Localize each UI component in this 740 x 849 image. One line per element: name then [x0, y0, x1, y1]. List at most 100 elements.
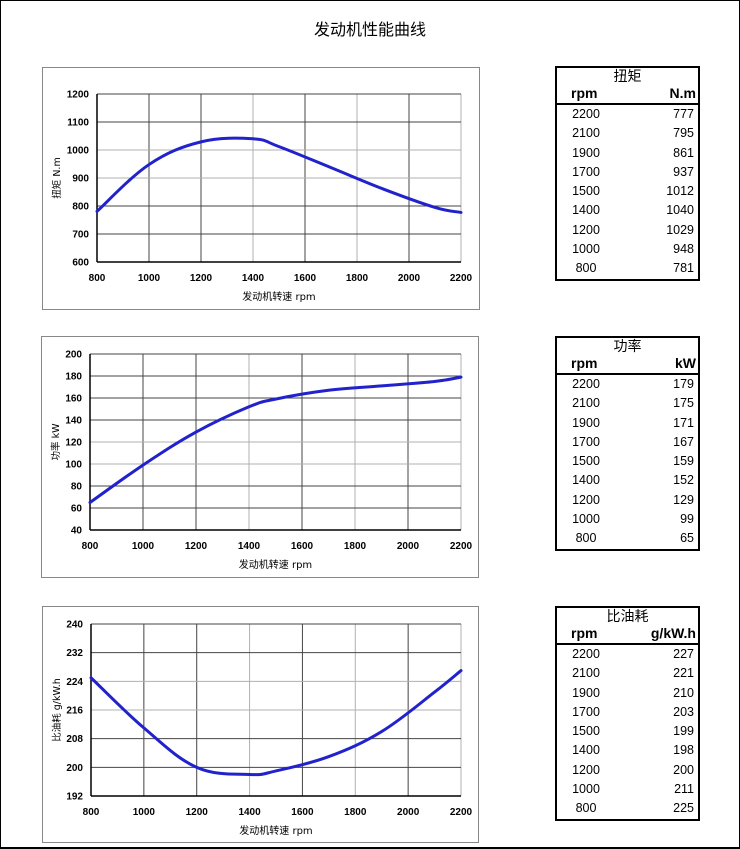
bsfc-table: 比油耗 rpm g/kW.h 2200 227 2100 221 1900 210 1700…	[555, 606, 700, 821]
y-tick-label: 232	[66, 648, 83, 659]
rpm-cell: 1200	[572, 762, 600, 777]
y-tick-label: 208	[66, 734, 83, 745]
value-cell: 777	[673, 107, 694, 121]
table-row: 1500 159	[557, 452, 698, 471]
torque-table-body: 2200 777 2100 795 1900 861 1700 937 1500 1012 1400…	[557, 105, 698, 279]
data-curve	[95, 136, 463, 214]
rpm-cell: 2200	[572, 377, 600, 391]
rpm-cell: 1500	[572, 184, 600, 199]
table-row: 2100 221	[557, 664, 698, 683]
rpm-cell: 2100	[572, 126, 600, 141]
rpm-cell: 1700	[572, 434, 600, 449]
rpm-cell: 800	[575, 531, 597, 546]
rpm-cell: 1200	[572, 222, 600, 237]
chart-svg: 800 1000 1200 1400 1600 1800 2000 2200 192 200 208…	[51, 620, 473, 838]
x-tick-label: 1000	[138, 273, 161, 284]
x-tick-label: 1000	[132, 541, 155, 552]
x-axis-label: 发动机转速 rpm	[239, 824, 312, 837]
value-cell: 227	[673, 647, 694, 661]
value-cell: 781	[673, 261, 694, 276]
x-tick-label: 1000	[133, 807, 156, 818]
value-cell: 167	[673, 434, 694, 449]
bsfc-chart: 800 1000 1200 1400 1600 1800 2000 2200 192 200 208…	[42, 606, 479, 843]
table-row: 2100 175	[557, 394, 698, 413]
rpm-cell: 1900	[572, 685, 600, 700]
rpm-column-header: rpm	[571, 85, 598, 101]
value-cell: 221	[673, 666, 694, 681]
rpm-column-header: rpm	[571, 355, 598, 371]
x-axis-label: 发动机转速 rpm	[242, 290, 315, 303]
x-tick-label: 1400	[242, 273, 265, 284]
unit-column-header: kW	[675, 355, 696, 371]
table-row: 1900 861	[557, 144, 698, 163]
y-axis-label: 比油耗 g/kW.h	[51, 678, 63, 742]
rpm-column-header: rpm	[571, 625, 598, 641]
value-cell: 129	[673, 492, 694, 507]
table-row: 1700 203	[557, 703, 698, 722]
rpm-cell: 1700	[572, 164, 600, 179]
rpm-cell: 800	[575, 261, 597, 276]
value-cell: 937	[673, 164, 694, 179]
y-axis-label: 扭矩 N.m	[51, 157, 63, 198]
rpm-cell: 1000	[572, 242, 600, 257]
x-tick-label: 1400	[238, 807, 261, 818]
table-row: 2200 777	[557, 105, 698, 124]
x-tick-label: 1200	[190, 273, 213, 284]
rpm-cell: 1400	[572, 473, 600, 488]
value-cell: 861	[673, 145, 694, 160]
y-tick-label: 40	[71, 526, 83, 537]
x-tick-label: 1200	[185, 541, 208, 552]
value-cell: 65	[680, 531, 694, 546]
y-tick-label: 216	[66, 706, 83, 717]
table-row: 1400 152	[557, 471, 698, 490]
y-tick-label: 200	[66, 763, 83, 774]
value-cell: 200	[673, 762, 694, 777]
y-tick-label: 800	[72, 202, 89, 213]
y-tick-label: 140	[65, 416, 82, 427]
value-cell: 159	[673, 454, 694, 469]
page-title: 发动机性能曲线	[313, 20, 426, 39]
value-cell: 175	[673, 396, 694, 411]
power-table: 功率 rpm kW 2200 179 2100 175 1900 171 1700 167 15…	[555, 336, 700, 551]
table-row: 1900 171	[557, 414, 698, 433]
rpm-cell: 2100	[572, 396, 600, 411]
value-cell: 199	[673, 724, 694, 739]
y-tick-label: 60	[71, 504, 83, 515]
value-cell: 179	[673, 377, 694, 391]
table-row: 1400 1040	[557, 201, 698, 220]
value-cell: 210	[673, 685, 694, 700]
y-tick-label: 1000	[67, 146, 90, 157]
torque-chart: 800 1000 1200 1400 1600 1800 2000 2200 600 700 800…	[42, 67, 480, 310]
x-tick-label: 2200	[450, 807, 473, 818]
table-row: 1400 198	[557, 741, 698, 760]
table-row: 1200 200	[557, 761, 698, 780]
gridlines	[89, 353, 462, 531]
x-tick-label: 1600	[294, 273, 317, 284]
y-tick-label: 240	[66, 620, 83, 631]
rpm-cell: 1500	[572, 724, 600, 739]
x-tick-label: 1600	[291, 541, 314, 552]
table-row: 1900 210	[557, 684, 698, 703]
table-row: 2100 795	[557, 124, 698, 143]
chart-svg: 800 1000 1200 1400 1600 1800 2000 2200 40 60 80 100…	[50, 350, 473, 572]
chart-svg: 800 1000 1200 1400 1600 1800 2000 2200 600 700 800…	[51, 90, 473, 304]
torque-table: 扭矩 rpm N.m 2200 777 2100 795 1900 861 1700 937 1…	[555, 66, 700, 281]
y-tick-label: 120	[65, 438, 82, 449]
x-tick-label: 1600	[291, 807, 314, 818]
value-cell: 99	[680, 512, 694, 527]
x-tick-label: 2000	[397, 807, 420, 818]
rpm-cell: 1000	[572, 782, 600, 797]
table-row: 1500 199	[557, 722, 698, 741]
unit-column-header: N.m	[669, 85, 696, 101]
y-tick-label: 200	[65, 350, 82, 361]
x-tick-label: 2200	[450, 273, 473, 284]
table-row: 1000 211	[557, 780, 698, 799]
data-curve	[89, 669, 463, 777]
y-tick-label: 1100	[67, 118, 89, 129]
rpm-cell: 1500	[572, 454, 600, 469]
rpm-cell: 1900	[572, 415, 600, 430]
rpm-cell: 1700	[572, 704, 600, 719]
torque-table-header: rpm N.m	[557, 85, 698, 105]
x-tick-label: 1800	[344, 541, 367, 552]
value-cell: 152	[673, 473, 694, 488]
